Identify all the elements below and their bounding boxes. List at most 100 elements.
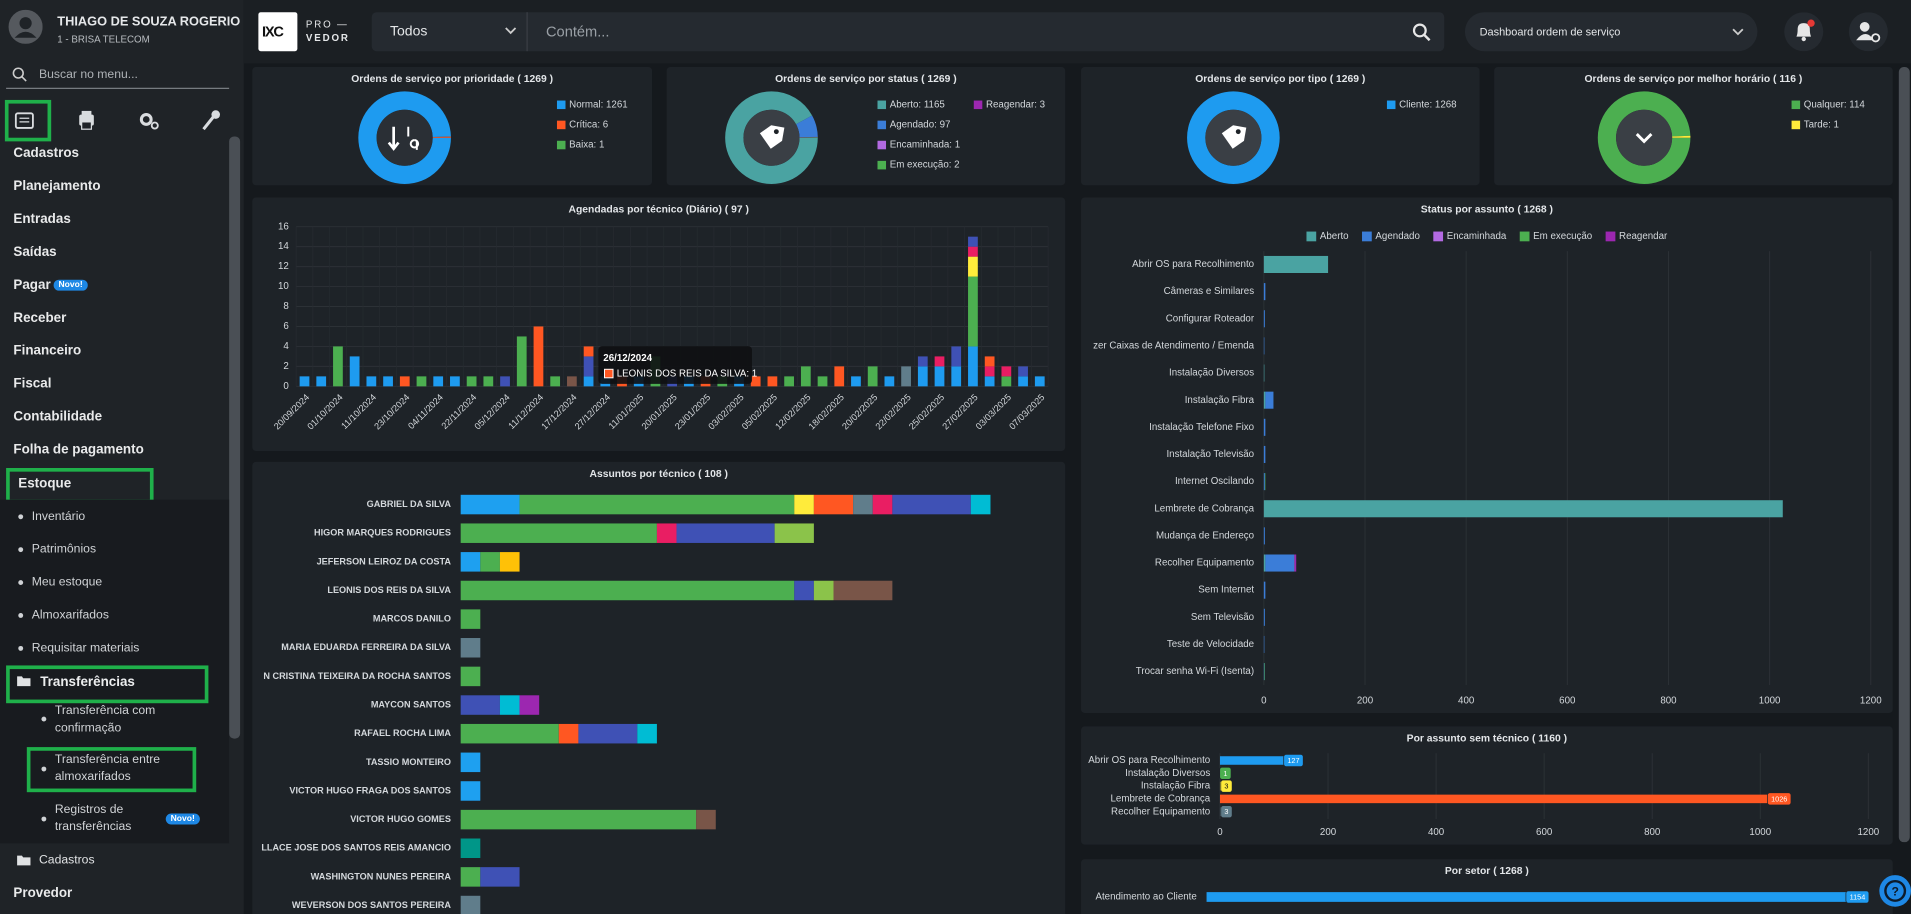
y-tick-label: Instalação Fibra	[1185, 395, 1255, 406]
bar-segment	[550, 376, 561, 387]
menu-folder[interactable]: Cadastros	[39, 853, 95, 868]
submenu-item[interactable]: Patrimônios	[31, 542, 97, 557]
legend-label: Encaminhada: 1	[890, 140, 960, 151]
submenu-item[interactable]: Transferência com confirmação	[54, 704, 156, 735]
highlight-box	[26, 747, 197, 793]
divider	[526, 12, 528, 52]
menu-item[interactable]: Entradas	[13, 212, 71, 227]
bar-segment	[519, 494, 795, 515]
menu-item[interactable]: Fiscal	[13, 376, 52, 392]
y-tick-label: Abrir OS para Recolhimento	[1132, 259, 1255, 270]
bar-segment	[460, 867, 481, 887]
bar-segment	[1264, 663, 1265, 681]
menu-item[interactable]: Planejamento	[13, 179, 101, 194]
legend-swatch	[877, 100, 887, 110]
menu-item[interactable]: Financeiro	[13, 343, 82, 359]
logo-box[interactable]	[258, 12, 298, 52]
notifications[interactable]	[1782, 12, 1826, 52]
chart-title: Por assunto sem técnico ( 1160 )	[1407, 733, 1567, 744]
bar-segment	[984, 356, 995, 367]
menu-item[interactable]: Folha de pagamento	[13, 442, 144, 458]
filter-select[interactable]: Todos	[390, 24, 428, 39]
menu-item[interactable]: Cadastros	[13, 146, 79, 161]
chart-title: Assuntos por técnico ( 108 )	[589, 469, 728, 480]
dashboard-select[interactable]	[1464, 12, 1758, 52]
menu-item[interactable]: Estoque	[18, 476, 72, 492]
new-badge: Novo!	[165, 813, 200, 825]
logo-mark: IXC	[262, 23, 284, 41]
bar-segment	[1018, 366, 1028, 377]
bar-segment	[656, 523, 677, 543]
bar-segment	[917, 366, 928, 387]
legend-label: Aberto	[1320, 231, 1349, 242]
menu-item[interactable]: Contabilidade	[13, 409, 103, 425]
y-tick-label: WASHINGTON NUNES PEREIRA	[311, 871, 452, 881]
submenu-item[interactable]: Meu estoque	[31, 575, 103, 590]
y-tick-label: JEFERSON LEIROZ DA COSTA	[317, 556, 452, 566]
legend-swatch	[556, 100, 566, 110]
bar-segment	[794, 494, 814, 515]
avatar[interactable]	[8, 9, 43, 44]
search-bar[interactable]	[371, 12, 1445, 52]
submenu-item[interactable]: Almoxarifados	[31, 608, 109, 623]
highlight-box	[6, 665, 209, 704]
bar-segment	[934, 366, 945, 387]
menu-search[interactable]: Buscar no menu...	[39, 68, 138, 82]
bar-segment	[917, 356, 928, 367]
chevron	[505, 27, 517, 35]
sidebar-scrollbar[interactable]	[229, 136, 241, 739]
donut-center	[1616, 109, 1673, 166]
bar-segment	[558, 723, 579, 744]
bar-segment	[450, 376, 460, 387]
legend-label: Em execução	[1533, 231, 1593, 242]
bar-segment	[583, 376, 594, 387]
x-tick-label: 1200	[1857, 827, 1879, 838]
help-button[interactable]	[1879, 875, 1911, 907]
value-label: 3	[1224, 782, 1228, 791]
y-tick-label: 0	[283, 381, 289, 392]
legend-label: Tarde: 1	[1804, 120, 1839, 131]
user-settings[interactable]	[1846, 12, 1890, 52]
bar-segment	[1001, 376, 1012, 387]
bar-segment	[1263, 255, 1329, 273]
value-label: 127	[1287, 756, 1299, 765]
bar-segment	[516, 336, 527, 387]
y-tick-label: 8	[283, 301, 288, 312]
dashboard-name: Dashboard ordem de serviço	[1479, 25, 1621, 38]
bar-segment	[968, 256, 978, 277]
donut-segment	[725, 91, 818, 185]
submenu-item[interactable]: Registros de transferências	[54, 803, 132, 834]
search-input[interactable]: Contém...	[546, 23, 610, 41]
donut-icon	[387, 126, 420, 151]
bar-segment	[1018, 376, 1028, 387]
search-icon[interactable]	[1412, 23, 1431, 42]
bar-segment	[480, 867, 520, 887]
value-badge	[1283, 754, 1304, 767]
submenu-item[interactable]: Inventário	[31, 510, 86, 524]
help-label: ?	[1891, 884, 1898, 898]
menu-item[interactable]: Saídas	[13, 244, 57, 260]
bar-segment	[460, 638, 481, 658]
bar	[1206, 892, 1853, 902]
submenu-item[interactable]: Transferência entre almoxarifados	[54, 753, 161, 784]
tooltip-swatch	[604, 368, 614, 379]
bar-segment	[696, 809, 716, 830]
folder-icon	[17, 855, 31, 866]
bar-segment	[460, 666, 481, 687]
value-badge	[1767, 792, 1792, 806]
y-tick-label: WEVERSON DOS SANTOS PEREIRA	[292, 900, 451, 910]
bar-segment	[460, 781, 481, 801]
submenu-folder[interactable]: Transferências	[40, 675, 135, 690]
menu-tabs[interactable]	[0, 100, 244, 141]
page-scrollbar[interactable]	[1898, 67, 1910, 843]
bar-segment	[892, 494, 971, 515]
legend-swatch	[1605, 231, 1616, 242]
bar-segment	[1263, 364, 1265, 382]
bar-segment	[901, 366, 911, 387]
menu-item[interactable]: Receber	[13, 310, 67, 326]
menu-item[interactable]: Pagar	[13, 277, 51, 293]
menu-item[interactable]: Provedor	[13, 886, 73, 901]
bar-segment	[499, 552, 520, 572]
submenu-item[interactable]: Requisitar materiais	[31, 641, 140, 656]
